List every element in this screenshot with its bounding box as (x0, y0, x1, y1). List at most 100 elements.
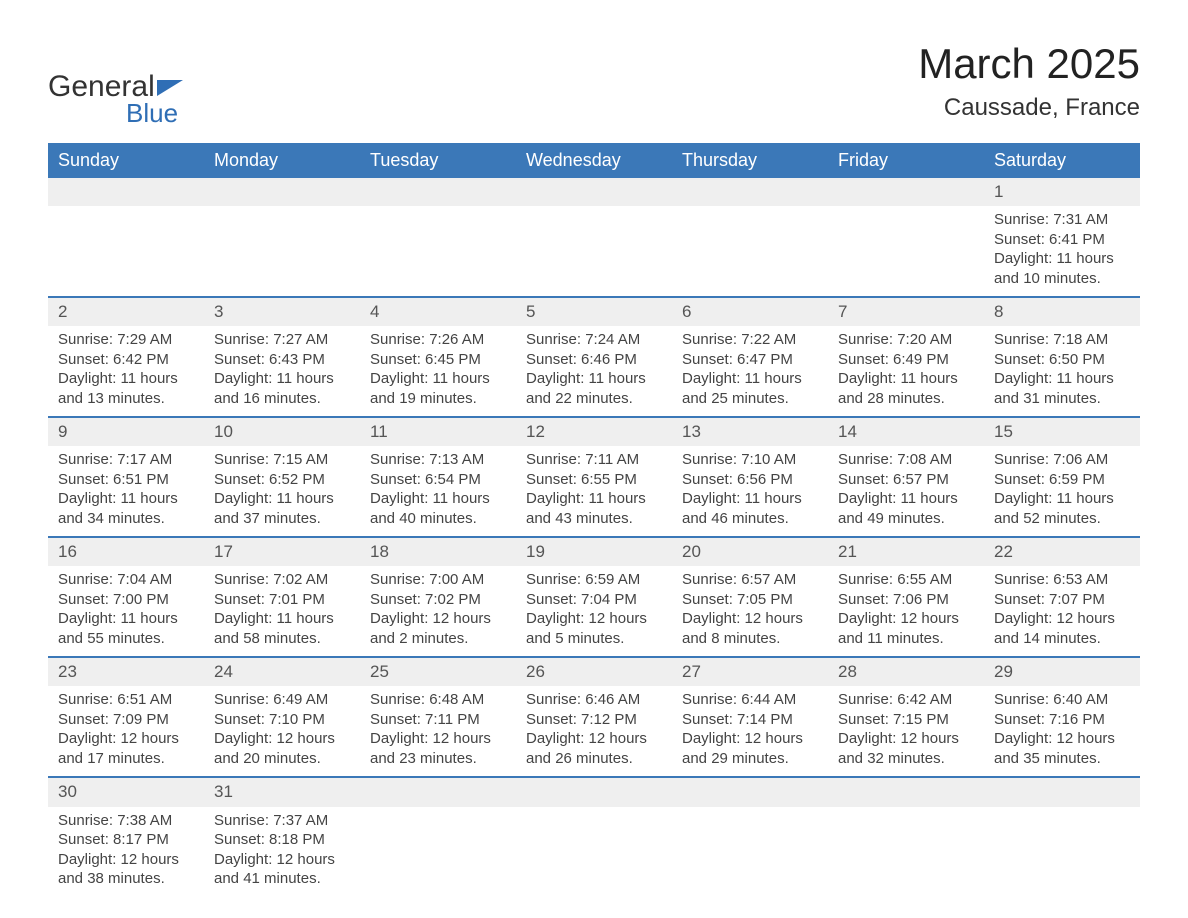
day-number-cell: 6 (672, 297, 828, 326)
day-number-cell (516, 178, 672, 206)
day-number: 3 (214, 302, 223, 321)
daynum-row: 16171819202122 (48, 537, 1140, 566)
sunset-text: Sunset: 6:41 PM (994, 230, 1130, 250)
day-number-cell: 10 (204, 417, 360, 446)
sunset-text: Sunset: 7:11 PM (370, 710, 506, 730)
day-number-cell: 2 (48, 297, 204, 326)
day-detail-cell (516, 206, 672, 297)
sunrise-text: Sunrise: 7:24 AM (526, 330, 662, 350)
sunrise-text: Sunrise: 6:46 AM (526, 690, 662, 710)
day2-text: and 31 minutes. (994, 389, 1130, 409)
day-detail-cell (672, 206, 828, 297)
title-block: March 2025 Caussade, France (918, 40, 1140, 122)
day-number-cell: 22 (984, 537, 1140, 566)
day1-text: Daylight: 12 hours (370, 729, 506, 749)
day1-text: Daylight: 11 hours (214, 609, 350, 629)
day2-text: and 13 minutes. (58, 389, 194, 409)
day-number-cell: 7 (828, 297, 984, 326)
weekday-thursday: Thursday (672, 143, 828, 178)
day-detail-cell: Sunrise: 7:37 AMSunset: 8:18 PMDaylight:… (204, 807, 360, 897)
sunset-text: Sunset: 6:43 PM (214, 350, 350, 370)
day-number: 18 (370, 542, 389, 561)
sunrise-text: Sunrise: 6:55 AM (838, 570, 974, 590)
sunset-text: Sunset: 7:05 PM (682, 590, 818, 610)
day-detail-cell: Sunrise: 6:40 AMSunset: 7:16 PMDaylight:… (984, 686, 1140, 777)
day-number: 12 (526, 422, 545, 441)
day2-text: and 26 minutes. (526, 749, 662, 769)
day-number: 24 (214, 662, 233, 681)
day-number: 21 (838, 542, 857, 561)
day-number: 13 (682, 422, 701, 441)
day1-text: Daylight: 11 hours (994, 489, 1130, 509)
sunset-text: Sunset: 8:18 PM (214, 830, 350, 850)
detail-row: Sunrise: 7:31 AMSunset: 6:41 PMDaylight:… (48, 206, 1140, 297)
day-number: 31 (214, 782, 233, 801)
day2-text: and 49 minutes. (838, 509, 974, 529)
sunset-text: Sunset: 6:54 PM (370, 470, 506, 490)
day-number-cell: 8 (984, 297, 1140, 326)
day1-text: Daylight: 11 hours (682, 489, 818, 509)
day-detail-cell: Sunrise: 6:55 AMSunset: 7:06 PMDaylight:… (828, 566, 984, 657)
day2-text: and 35 minutes. (994, 749, 1130, 769)
day-detail-cell: Sunrise: 7:15 AMSunset: 6:52 PMDaylight:… (204, 446, 360, 537)
day-number-cell (204, 178, 360, 206)
day-number-cell: 20 (672, 537, 828, 566)
sunrise-text: Sunrise: 7:20 AM (838, 330, 974, 350)
day2-text: and 20 minutes. (214, 749, 350, 769)
day1-text: Daylight: 11 hours (214, 489, 350, 509)
day-detail-cell: Sunrise: 7:27 AMSunset: 6:43 PMDaylight:… (204, 326, 360, 417)
sunrise-text: Sunrise: 6:48 AM (370, 690, 506, 710)
day-number: 1 (994, 182, 1003, 201)
day-number-cell: 3 (204, 297, 360, 326)
day1-text: Daylight: 11 hours (994, 249, 1130, 269)
day2-text: and 41 minutes. (214, 869, 350, 889)
day-detail-cell (984, 807, 1140, 897)
day2-text: and 34 minutes. (58, 509, 194, 529)
day1-text: Daylight: 11 hours (838, 489, 974, 509)
sunrise-text: Sunrise: 7:38 AM (58, 811, 194, 831)
sunset-text: Sunset: 7:00 PM (58, 590, 194, 610)
day-number: 9 (58, 422, 67, 441)
page-title: March 2025 (918, 40, 1140, 88)
day-number-cell: 15 (984, 417, 1140, 446)
day2-text: and 38 minutes. (58, 869, 194, 889)
day-number: 25 (370, 662, 389, 681)
day-number-cell (672, 777, 828, 806)
weekday-friday: Friday (828, 143, 984, 178)
day-detail-cell: Sunrise: 7:17 AMSunset: 6:51 PMDaylight:… (48, 446, 204, 537)
day1-text: Daylight: 12 hours (994, 729, 1130, 749)
day1-text: Daylight: 12 hours (214, 850, 350, 870)
day2-text: and 40 minutes. (370, 509, 506, 529)
day2-text: and 16 minutes. (214, 389, 350, 409)
day-number: 6 (682, 302, 691, 321)
sunrise-text: Sunrise: 7:04 AM (58, 570, 194, 590)
sunrise-text: Sunrise: 6:59 AM (526, 570, 662, 590)
day1-text: Daylight: 11 hours (58, 609, 194, 629)
sunset-text: Sunset: 7:10 PM (214, 710, 350, 730)
sunrise-text: Sunrise: 7:22 AM (682, 330, 818, 350)
day2-text: and 32 minutes. (838, 749, 974, 769)
day-detail-cell: Sunrise: 7:18 AMSunset: 6:50 PMDaylight:… (984, 326, 1140, 417)
location-label: Caussade, France (918, 94, 1140, 122)
day-number: 16 (58, 542, 77, 561)
day-detail-cell: Sunrise: 6:42 AMSunset: 7:15 PMDaylight:… (828, 686, 984, 777)
day-detail-cell: Sunrise: 7:04 AMSunset: 7:00 PMDaylight:… (48, 566, 204, 657)
sunset-text: Sunset: 7:02 PM (370, 590, 506, 610)
sunrise-text: Sunrise: 7:15 AM (214, 450, 350, 470)
day-number-cell: 5 (516, 297, 672, 326)
weekday-tuesday: Tuesday (360, 143, 516, 178)
day-number-cell: 25 (360, 657, 516, 686)
day1-text: Daylight: 11 hours (838, 369, 974, 389)
day-number: 27 (682, 662, 701, 681)
daynum-row: 3031 (48, 777, 1140, 806)
day-number-cell: 4 (360, 297, 516, 326)
weekday-monday: Monday (204, 143, 360, 178)
sunset-text: Sunset: 7:07 PM (994, 590, 1130, 610)
day-number: 15 (994, 422, 1013, 441)
day-number: 28 (838, 662, 857, 681)
day-detail-cell (360, 807, 516, 897)
day-detail-cell: Sunrise: 7:29 AMSunset: 6:42 PMDaylight:… (48, 326, 204, 417)
sunrise-text: Sunrise: 6:53 AM (994, 570, 1130, 590)
sunset-text: Sunset: 6:51 PM (58, 470, 194, 490)
day-number-cell: 21 (828, 537, 984, 566)
